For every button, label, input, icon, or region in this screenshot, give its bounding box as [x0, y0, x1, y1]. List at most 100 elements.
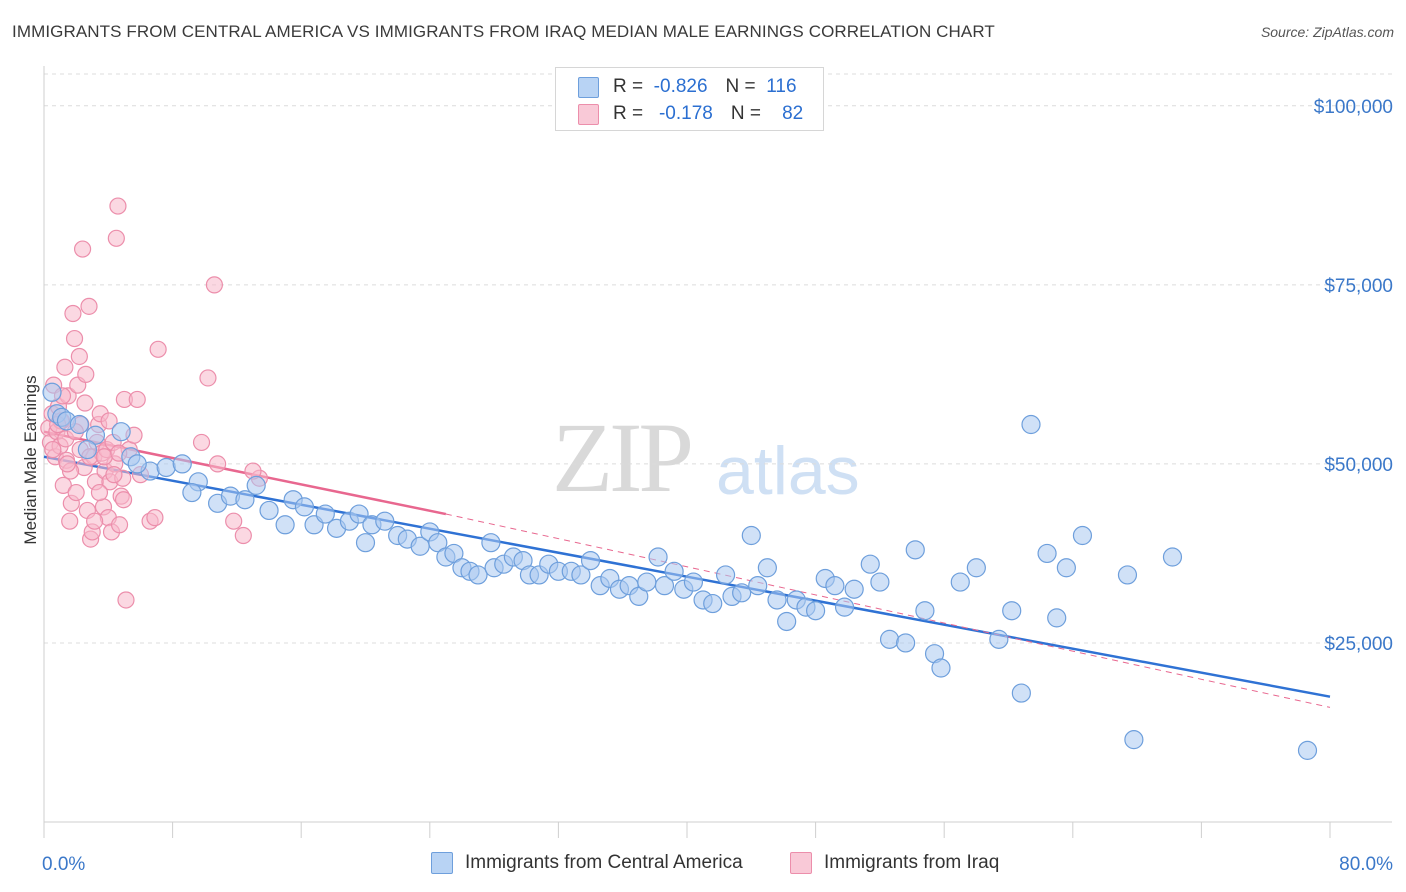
legend-r-label: R =	[613, 76, 644, 97]
point-central-america	[637, 572, 657, 592]
point-iraq	[90, 483, 109, 502]
point-central-america	[703, 593, 723, 614]
point-central-america	[69, 414, 89, 435]
legend-swatch-pink	[578, 103, 599, 125]
point-iraq	[80, 297, 98, 315]
point-central-america	[870, 572, 890, 592]
point-central-america	[860, 554, 880, 574]
point-iraq	[61, 512, 79, 530]
x-tick-label-max: 80.0%	[1339, 854, 1393, 875]
point-central-america	[294, 497, 315, 517]
legend-n-value: 116	[766, 76, 797, 97]
point-central-america	[481, 533, 501, 553]
point-iraq	[105, 466, 123, 484]
point-central-america	[571, 565, 591, 585]
y-axis-title: Median Male Earnings	[21, 375, 40, 544]
point-central-america	[375, 511, 395, 531]
point-iraq	[146, 509, 164, 527]
point-central-america	[235, 490, 255, 510]
point-central-america	[1037, 543, 1057, 564]
series-legend-iraq: Immigrants from Iraq	[790, 852, 999, 874]
point-iraq	[114, 491, 133, 509]
series-swatch-blue	[431, 852, 453, 874]
point-central-america	[767, 590, 787, 610]
point-central-america	[989, 629, 1009, 649]
legend-n-label: N =	[725, 76, 756, 97]
chart-title: IMMIGRANTS FROM CENTRAL AMERICA VS IMMIG…	[12, 22, 995, 41]
point-central-america	[834, 597, 855, 617]
legend-swatch-blue	[578, 76, 599, 98]
watermark-atlas: atlas	[716, 433, 860, 509]
legend-r-value: -0.178	[658, 103, 713, 124]
legend-n-label: N =	[730, 103, 761, 124]
point-central-america	[629, 586, 649, 607]
point-central-america	[732, 583, 752, 603]
point-iraq	[54, 476, 72, 494]
point-iraq	[95, 448, 113, 466]
legend-r-value: -0.826	[653, 76, 708, 97]
point-central-america	[275, 515, 295, 535]
point-central-america	[127, 454, 147, 474]
point-iraq	[56, 358, 74, 376]
point-iraq	[58, 455, 76, 473]
point-central-america	[1047, 608, 1067, 628]
point-central-america	[1021, 414, 1041, 435]
y-tick-label: $25,000	[1324, 634, 1393, 655]
point-central-america	[355, 533, 376, 553]
y-tick-label: $50,000	[1324, 455, 1393, 476]
legend-row-iraq: R = -0.178 N = 82	[578, 101, 803, 127]
y-tick-label: $75,000	[1324, 276, 1393, 297]
point-central-america	[42, 382, 62, 402]
legend-r-label: R =	[613, 103, 644, 124]
point-iraq	[44, 440, 62, 459]
point-central-america	[580, 550, 601, 571]
point-central-america	[648, 547, 668, 567]
point-iraq	[64, 304, 82, 323]
point-central-america	[1011, 683, 1031, 703]
point-central-america	[1072, 525, 1093, 546]
correlation-legend: R = -0.826 N = 116 R = -0.178 N = 82	[555, 67, 824, 131]
source-credit: Source: ZipAtlas.com	[1260, 24, 1394, 40]
point-iraq	[109, 197, 127, 215]
point-central-america	[1124, 730, 1144, 750]
series-swatch-pink	[790, 852, 812, 874]
x-tick-label-min: 0.0%	[42, 854, 85, 875]
point-central-america	[1002, 601, 1022, 621]
legend-row-central-america: R = -0.826 N = 116	[578, 74, 797, 100]
point-iraq	[117, 591, 135, 609]
point-central-america	[741, 525, 761, 546]
point-central-america	[950, 572, 970, 592]
axes	[43, 66, 1392, 838]
point-central-america	[757, 558, 777, 578]
point-central-america	[777, 611, 797, 632]
point-central-america	[259, 500, 279, 521]
point-central-america	[748, 576, 768, 596]
point-iraq	[110, 516, 129, 534]
point-central-america	[966, 558, 986, 578]
point-central-america	[315, 504, 335, 524]
trend-extension-iraq	[445, 513, 1331, 708]
point-central-america	[915, 601, 935, 621]
point-iraq	[234, 526, 252, 545]
series-legend-central-america: Immigrants from Central America	[431, 852, 743, 874]
point-central-america	[805, 601, 826, 621]
point-central-america	[428, 533, 448, 553]
point-central-america	[1117, 565, 1138, 585]
point-iraq	[77, 365, 95, 383]
point-iraq	[128, 390, 146, 409]
point-iraq	[100, 412, 118, 430]
point-iraq	[205, 276, 223, 294]
point-iraq	[209, 455, 227, 473]
gridlines	[44, 73, 1392, 644]
point-central-america	[172, 454, 192, 474]
point-iraq	[70, 347, 88, 366]
watermark-zip: ZIP	[552, 402, 694, 513]
point-central-america	[825, 576, 845, 596]
point-iraq	[192, 433, 211, 452]
point-iraq	[76, 394, 94, 412]
point-central-america	[844, 579, 864, 599]
point-central-america	[444, 543, 464, 564]
trend-lines	[43, 430, 1331, 708]
point-central-america	[654, 576, 675, 596]
